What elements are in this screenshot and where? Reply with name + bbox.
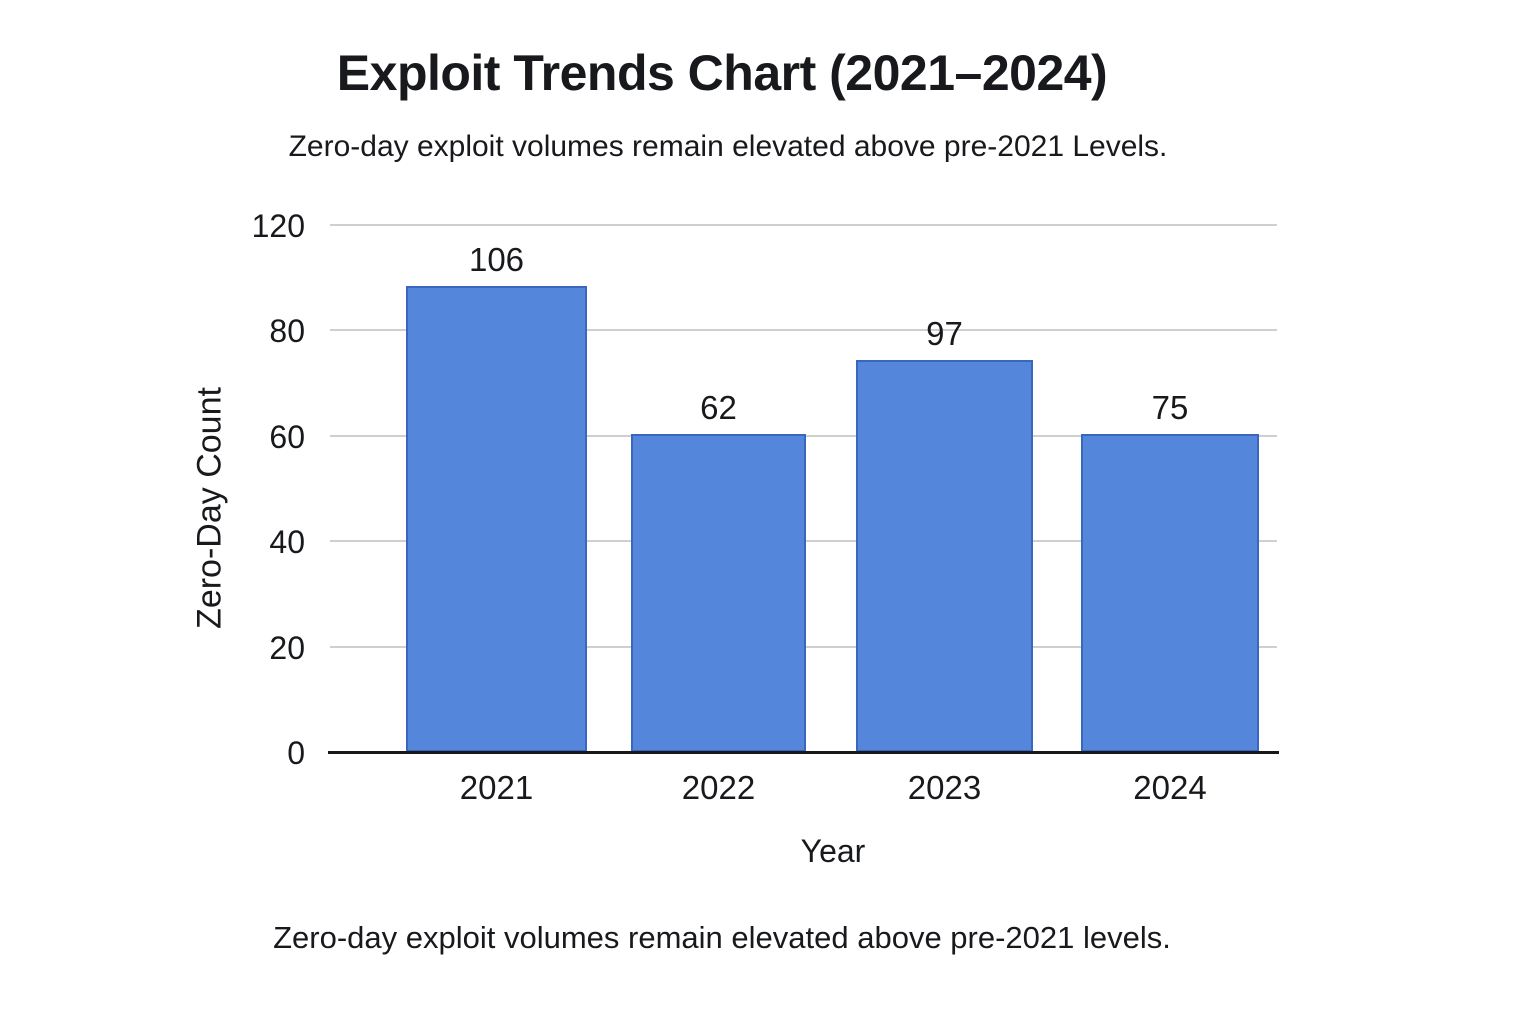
bar-value-label: 97: [926, 314, 963, 352]
x-axis-tick-label: 2023: [907, 769, 982, 806]
gridline: [330, 329, 1277, 332]
x-axis-tick-label: 2024: [1133, 769, 1207, 806]
x-axis-tick-label: 2022: [681, 769, 756, 806]
bar-2024: [1081, 434, 1259, 752]
chart-title: Exploit Trends Chart (2021–2024): [336, 45, 1108, 101]
bar-value-label: 106: [468, 240, 525, 278]
bar-2021: [406, 285, 587, 752]
y-axis-tick-label: 0: [287, 735, 305, 771]
chart-subtitle: Zero-day exploit volumes remain elevated…: [288, 130, 1168, 163]
y-axis-tick-label: 80: [269, 313, 305, 350]
bar-2022: [631, 434, 806, 752]
x-axis-line: [328, 751, 1279, 754]
chart-caption: Zero-day exploit volumes remain elevated…: [273, 920, 1171, 955]
x-axis-title: Year: [800, 833, 866, 869]
y-axis-tick-label: 40: [269, 524, 305, 561]
x-axis-tick-label: 2021: [459, 769, 534, 806]
bar-2023: [856, 359, 1033, 752]
bar-value-label: 62: [700, 389, 737, 427]
y-axis-tick-label: 60: [269, 418, 305, 455]
y-axis-tick-label: 120: [251, 208, 305, 244]
bar-value-label: 75: [1151, 389, 1189, 427]
gridline: [330, 224, 1277, 226]
y-axis-tick-label: 20: [269, 629, 305, 666]
